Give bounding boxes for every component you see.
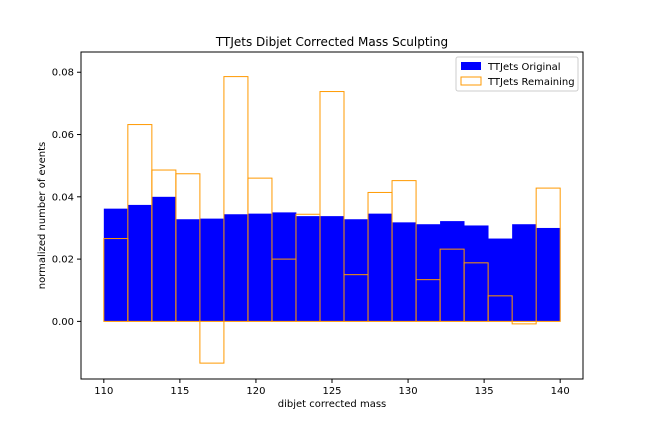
bar-original — [271, 212, 297, 322]
legend-label-original: TTJets Original — [487, 62, 561, 73]
bar-original — [199, 218, 225, 322]
y-tick-label: 0.00 — [52, 317, 74, 328]
bar-original — [295, 216, 321, 322]
bar-original — [368, 213, 393, 322]
bar-original — [103, 208, 129, 322]
bar-original — [247, 213, 273, 322]
y-tick-label: 0.04 — [52, 192, 74, 203]
y-axis-ticks: 0.00 0.02 0.04 0.06 0.08 — [52, 68, 81, 328]
x-tick-label: 130 — [399, 386, 418, 397]
chart-title: TTJets Dibjet Corrected Mass Sculpting — [215, 35, 448, 49]
bar-original — [175, 219, 201, 322]
step-bin-remaining — [247, 177, 273, 322]
plot-area — [103, 76, 561, 364]
x-axis-ticks: 110 115 120 125 130 135 140 — [94, 379, 570, 397]
step-bin-remaining — [487, 295, 513, 322]
x-tick-label: 120 — [246, 386, 265, 397]
bar-original — [319, 216, 345, 322]
bar-original — [223, 214, 249, 322]
x-tick-label: 140 — [551, 386, 570, 397]
bar-original — [392, 222, 417, 322]
bar-original — [344, 219, 369, 322]
bar-original — [416, 224, 441, 322]
legend: TTJets Original TTJets Remaining — [455, 56, 579, 92]
step-bin-remaining — [511, 320, 537, 325]
x-tick-label: 110 — [94, 386, 113, 397]
bar-original — [151, 196, 177, 322]
x-axis-label: dibjet corrected mass — [278, 399, 387, 410]
y-tick-label: 0.08 — [52, 68, 74, 79]
step-bin-remaining — [319, 91, 345, 322]
legend-swatch-original — [461, 62, 481, 70]
bar-original — [488, 238, 513, 322]
y-tick-label: 0.06 — [52, 130, 74, 141]
legend-label-remaining: TTJets Remaining — [487, 77, 575, 88]
bar-original — [464, 225, 489, 322]
step-bin-remaining — [175, 173, 201, 322]
y-axis-label: normalized number of events — [37, 142, 48, 289]
step-bin-remaining — [463, 262, 489, 322]
step-bin-remaining — [199, 320, 225, 364]
x-tick-label: 135 — [475, 386, 494, 397]
bar-original — [536, 227, 561, 322]
legend-swatch-remaining — [460, 76, 482, 86]
y-tick-label: 0.02 — [52, 255, 74, 266]
x-tick-label: 125 — [322, 386, 341, 397]
step-bin-remaining — [391, 180, 417, 322]
bar-original — [440, 221, 465, 322]
legend-box — [455, 56, 579, 92]
bar-original — [512, 224, 537, 322]
x-tick-label: 115 — [170, 386, 189, 397]
step-bin-remaining — [535, 187, 561, 322]
bar-original — [127, 204, 153, 322]
